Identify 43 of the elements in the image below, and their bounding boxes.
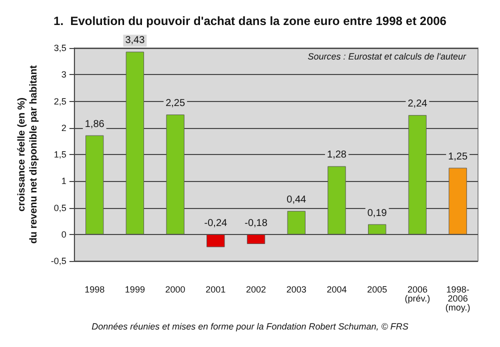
- y-tick-label: 0,5: [54, 202, 66, 213]
- x-tick-label: 2005: [367, 284, 388, 294]
- x-tick-label: 2002: [246, 284, 266, 294]
- chart-title: 1. Evolution du pouvoir d'achat dans la zone euro entre 1998 et 2006: [54, 14, 447, 28]
- y-tick-label: 0: [61, 229, 66, 240]
- x-tick-label: 1998- 2006 (moy.): [445, 284, 470, 312]
- x-tick-label: 2001: [206, 284, 226, 294]
- y-tick-label: 3: [61, 70, 66, 80]
- annotation: Sources : Eurostat et calculs de l'auteur: [308, 52, 468, 62]
- x-tick-label: 1999: [124, 284, 145, 294]
- data-label: 0,19: [367, 208, 388, 219]
- data-label: 0,44: [286, 194, 307, 206]
- x-tick-label: 2000: [165, 284, 186, 294]
- bar: [166, 114, 184, 234]
- data-label: 2,24: [408, 98, 428, 110]
- data-label: 1,25: [448, 151, 468, 162]
- y-tick-label: -0,5: [50, 256, 66, 266]
- y-tick-label: 2,5: [54, 96, 66, 106]
- data-label: -0,24: [204, 218, 228, 229]
- x-tick-label: 2004: [326, 284, 347, 294]
- bar: [408, 115, 427, 234]
- x-tick-label: 2006 (prév.): [404, 284, 430, 304]
- bar: [368, 224, 386, 234]
- y-axis-title: croissance réelle (en %) du revenu net disponible par habitant: [16, 64, 40, 244]
- bar: [287, 210, 306, 234]
- y-tick-label: 1,5: [54, 150, 66, 160]
- x-tick-label: 2003: [286, 284, 306, 294]
- y-tick-label: 3,5: [54, 43, 66, 53]
- data-label: 2,25: [166, 98, 186, 110]
- bar: [246, 234, 266, 244]
- data-label: 3,43: [125, 35, 146, 46]
- y-tick-label: 2: [61, 122, 66, 133]
- data-label: 1,86: [84, 118, 105, 130]
- x-tick-label: 1998: [84, 284, 105, 294]
- data-label: -0,18: [244, 218, 268, 229]
- bar: [126, 52, 144, 234]
- bar: [448, 168, 467, 234]
- text: Données réunies et mises en forme pour la Fondation Robert Schuman, © FRS: [92, 322, 408, 332]
- y-tick-label: 1: [61, 176, 66, 186]
- bar: [206, 234, 225, 248]
- bar: [328, 166, 346, 234]
- data-label: 1,28: [327, 150, 347, 161]
- bar: [86, 135, 104, 234]
